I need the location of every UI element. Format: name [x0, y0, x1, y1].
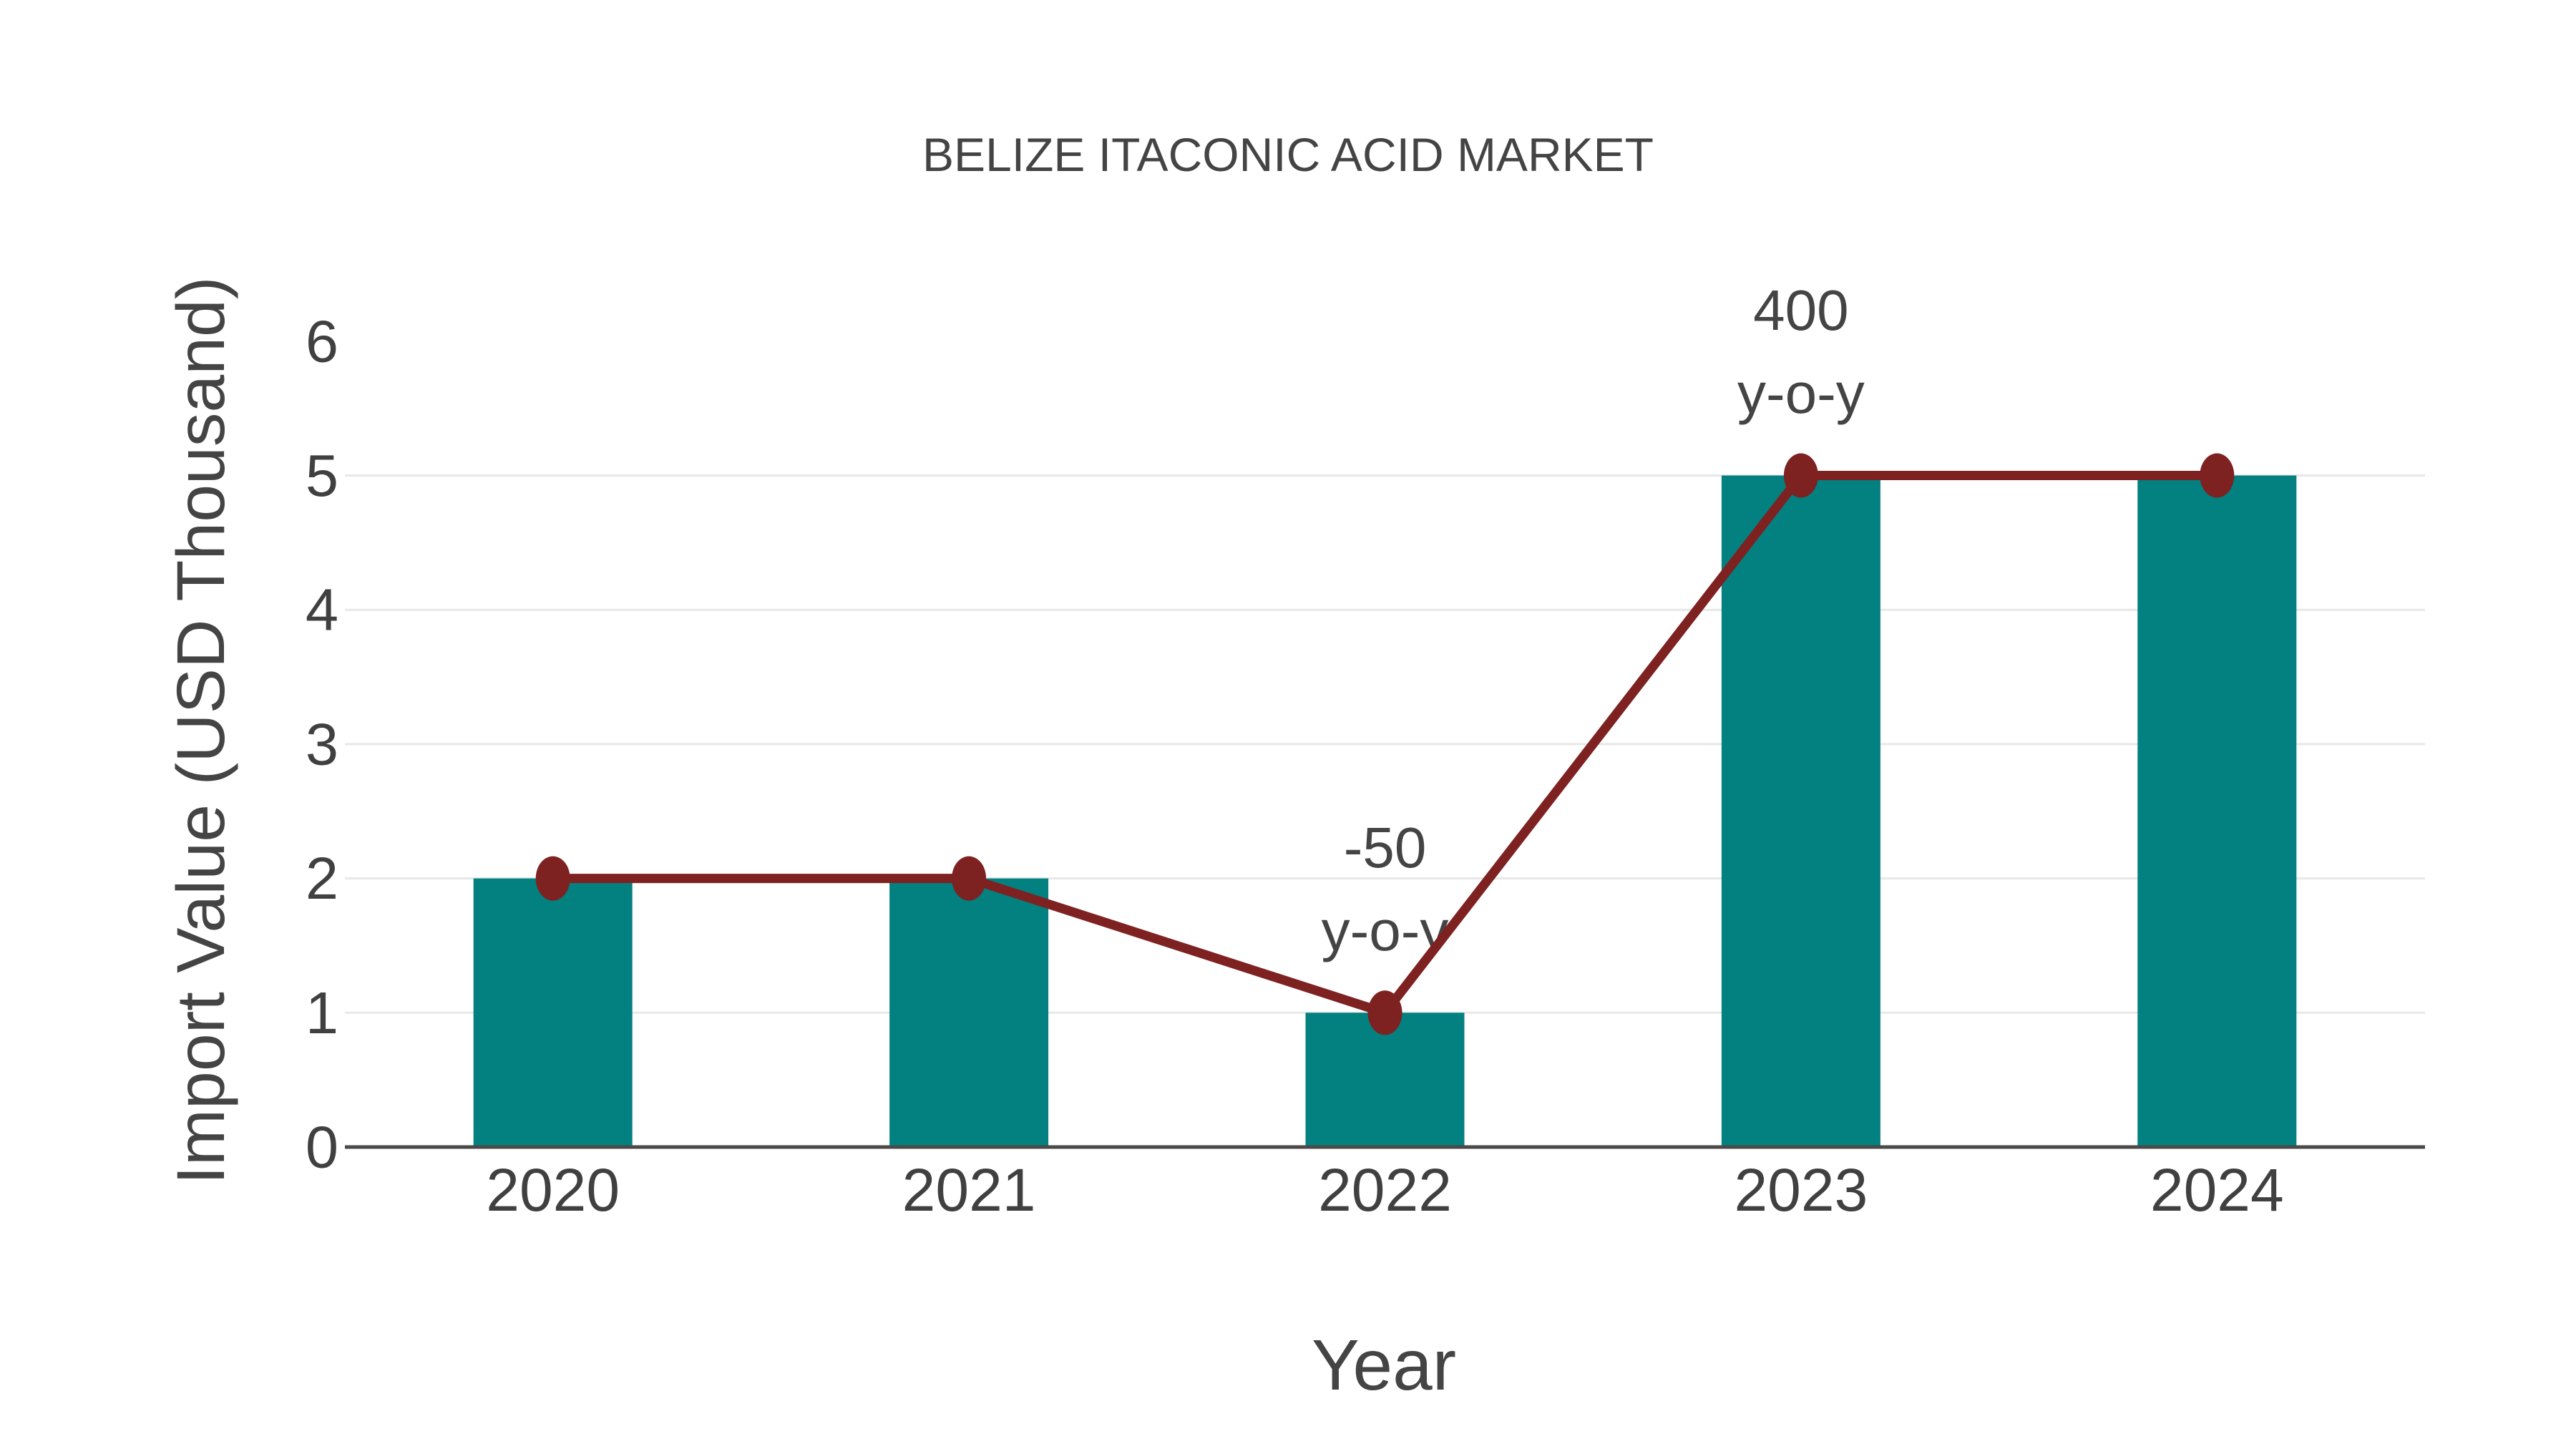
y-tick-label-2: 2 [306, 845, 338, 912]
y-tick-label-4: 4 [306, 577, 338, 643]
bar-2024 [2137, 475, 2297, 1147]
annotation-2022-line1: -50 [1344, 816, 1427, 879]
bar-2022 [1305, 1013, 1465, 1147]
x-tick-label-2021: 2021 [902, 1156, 1036, 1224]
x-axis-tick-labels: 2020 2021 2022 2023 2024 [486, 1156, 2283, 1224]
bar-series [473, 475, 2297, 1147]
line-series [535, 453, 2235, 1035]
annotation-2023-line2: y-o-y [1737, 361, 1865, 425]
x-tick-label-2020: 2020 [486, 1156, 620, 1224]
y-tick-label-6: 6 [306, 308, 338, 374]
x-tick-label-2024: 2024 [2150, 1156, 2284, 1224]
y-axis-title: Import Value (USD Thousand) [163, 276, 239, 1184]
data-point-2021 [952, 856, 987, 901]
data-point-2020 [535, 856, 570, 901]
data-point-2022 [1367, 990, 1402, 1035]
y-tick-label-5: 5 [306, 442, 338, 509]
x-tick-label-2023: 2023 [1734, 1156, 1868, 1224]
annotation-2023-line1: 400 [1753, 278, 1848, 342]
chart-title: BELIZE ITACONIC ACID MARKET [922, 128, 1654, 181]
bar-2023 [1721, 475, 1880, 1147]
data-point-2024 [2200, 453, 2235, 498]
y-tick-label-3: 3 [306, 711, 338, 777]
y-tick-label-0: 0 [306, 1114, 338, 1181]
x-tick-label-2022: 2022 [1318, 1156, 1452, 1224]
bar-2021 [889, 878, 1049, 1147]
y-axis-tick-labels: 0 1 2 3 4 5 6 [306, 308, 338, 1180]
x-axis-title: Year [1312, 1325, 1456, 1405]
data-point-2023 [1783, 453, 1818, 498]
bar-2020 [473, 878, 633, 1147]
y-tick-label-1: 1 [306, 980, 338, 1046]
